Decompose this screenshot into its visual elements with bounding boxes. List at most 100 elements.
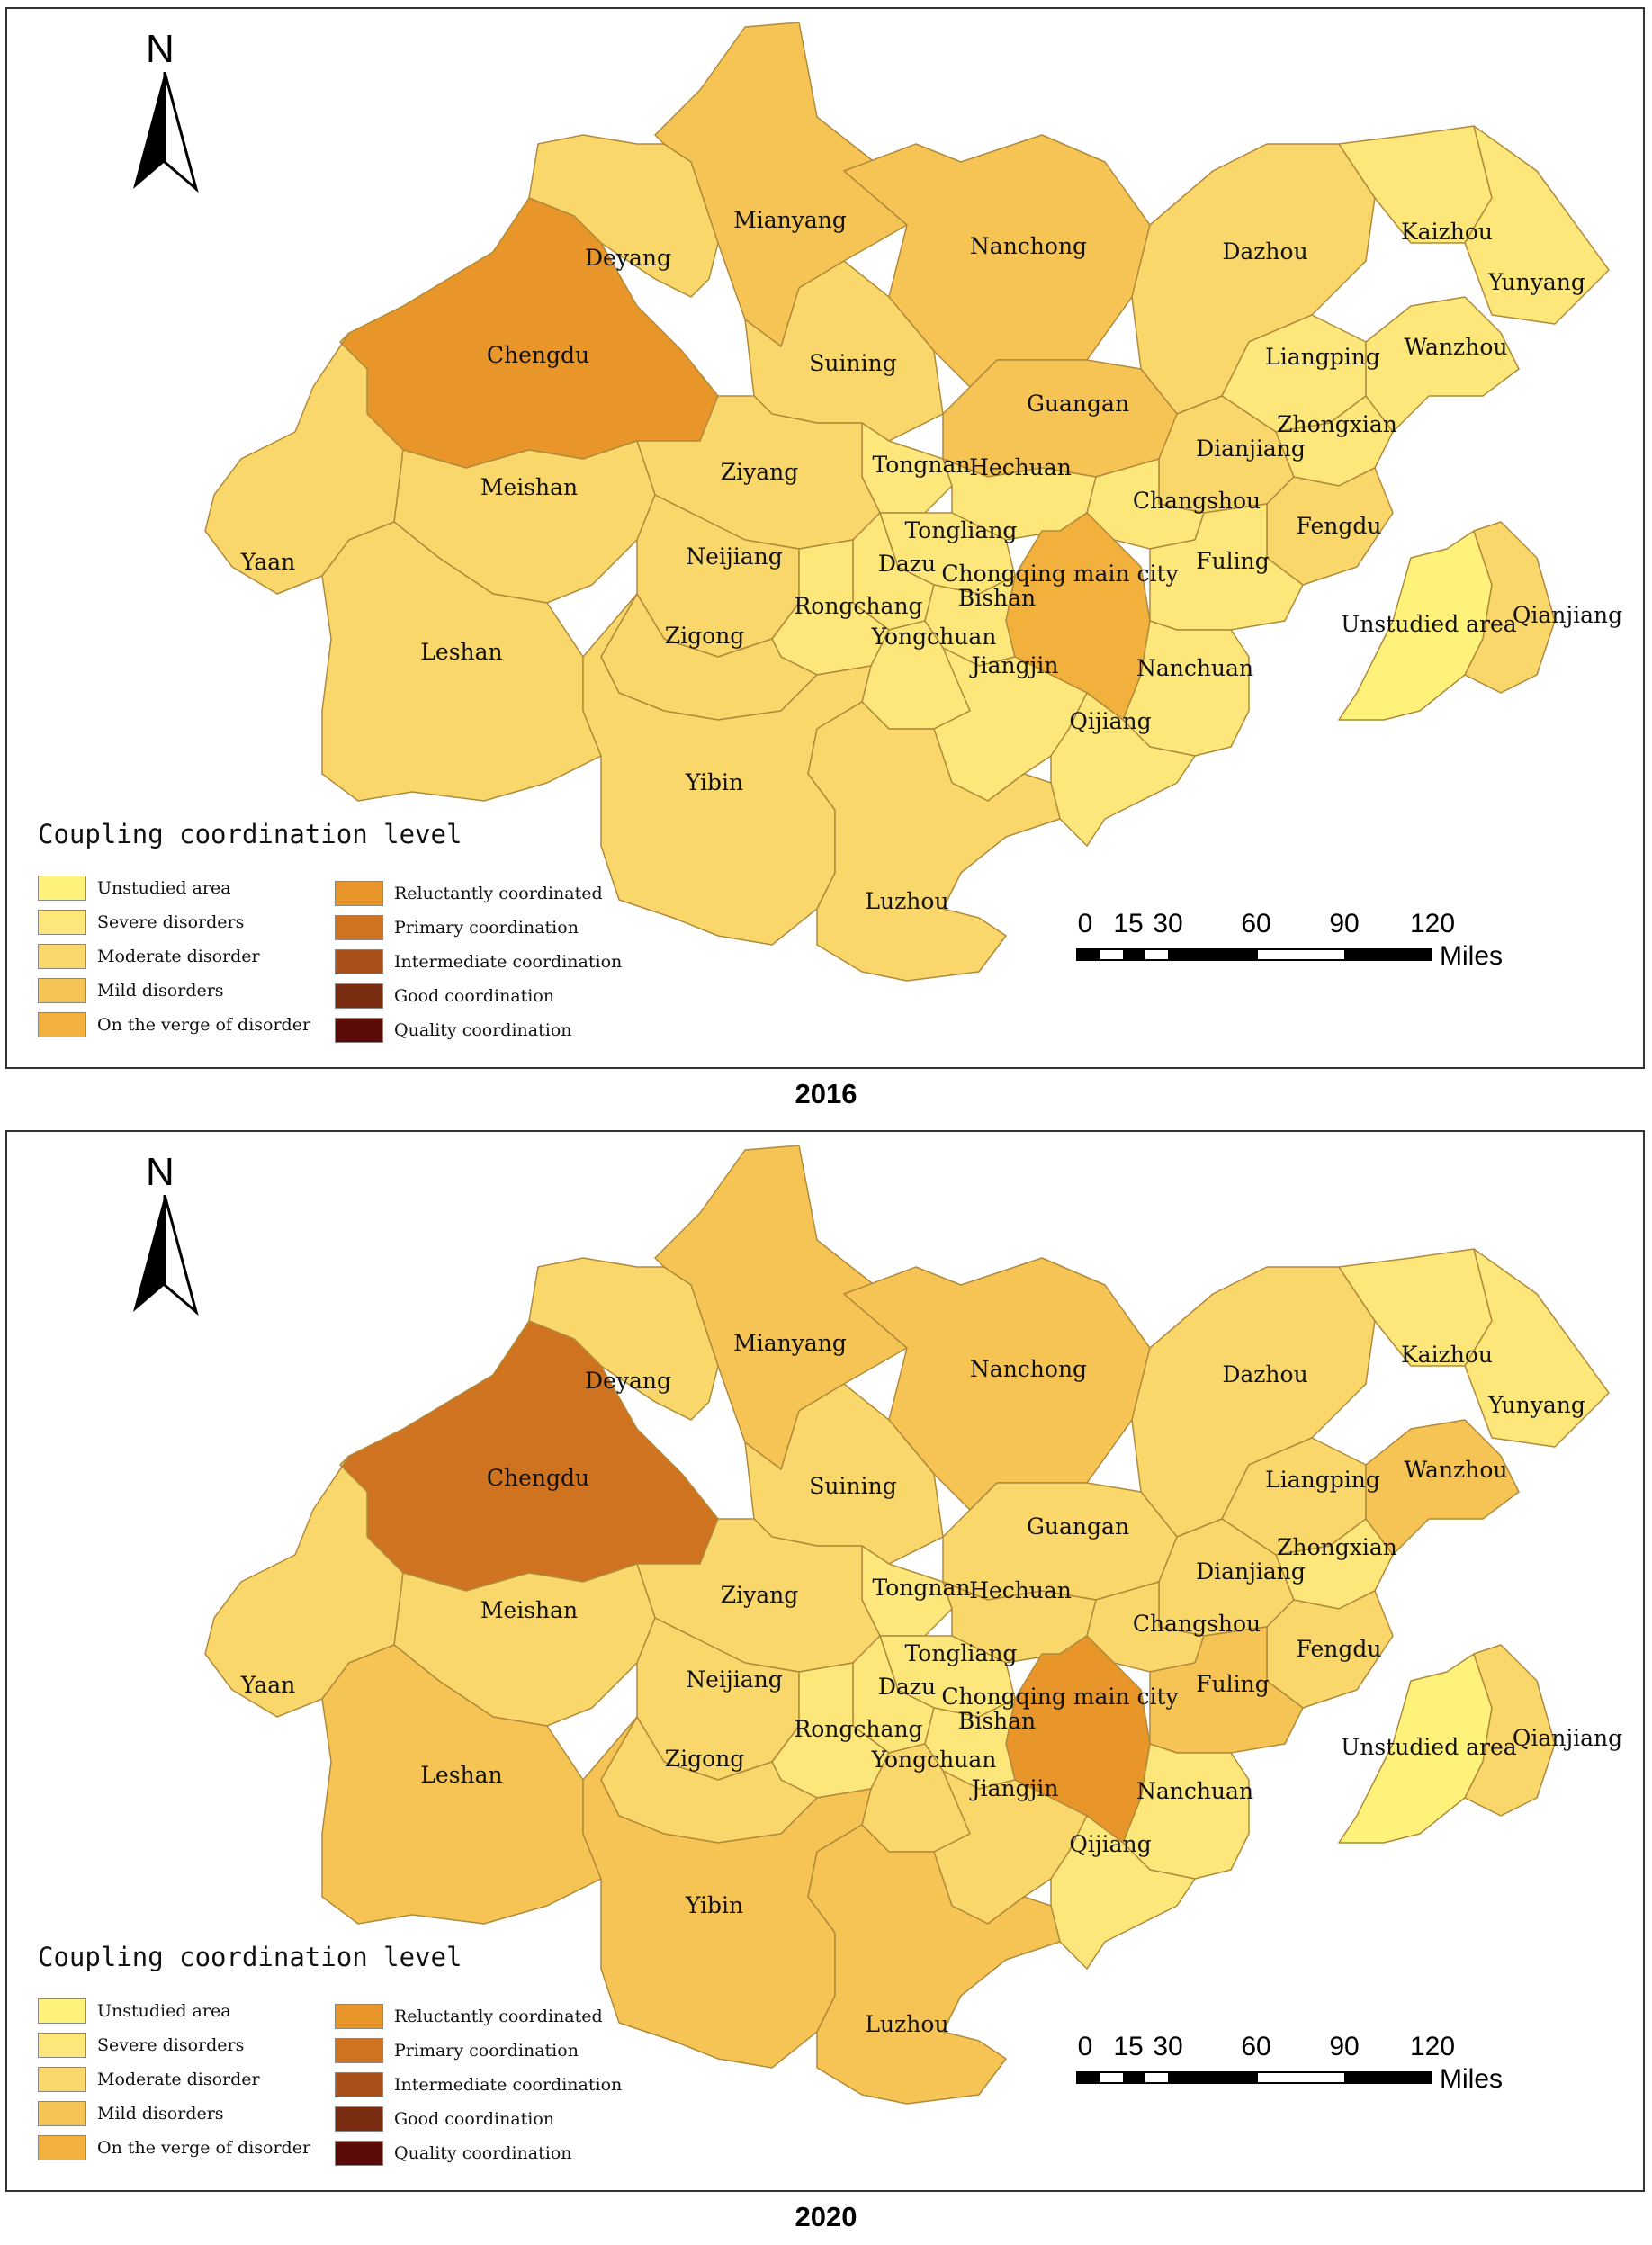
region-yaan bbox=[204, 332, 404, 595]
region-label-yunyang: Yunyang bbox=[1487, 1392, 1585, 1418]
region-label-unstudied: Unstudied area bbox=[1341, 1734, 1517, 1760]
scale-tick-label: 60 bbox=[1241, 909, 1271, 938]
region-label-changshou: Changshou bbox=[1133, 488, 1261, 514]
legend-title: Coupling coordination level bbox=[38, 819, 462, 849]
region-label-kaizhou: Kaizhou bbox=[1401, 1342, 1493, 1368]
region-label-liangping: Liangping bbox=[1265, 1467, 1380, 1493]
region-label-fuling: Fuling bbox=[1196, 1671, 1270, 1697]
legend-swatch bbox=[335, 1018, 383, 1043]
region-label-chongqing: Chongqing main city bbox=[941, 1684, 1179, 1710]
region-label-wanzhou: Wanzhou bbox=[1405, 334, 1508, 360]
region-label-neijiang: Neijiang bbox=[686, 1666, 782, 1693]
legend-item: On the verge of disorder bbox=[38, 2133, 310, 2163]
legend-item: Reluctantly coordinated bbox=[335, 2001, 603, 2032]
region-label-zhongxian: Zhongxian bbox=[1277, 411, 1397, 437]
region-label-qianjiang: Qianjiang bbox=[1513, 602, 1622, 628]
region-label-fuling: Fuling bbox=[1196, 548, 1270, 574]
legend-item: Unstudied area bbox=[38, 873, 231, 903]
region-label-dazu: Dazu bbox=[878, 551, 936, 577]
scale-tick-label: 90 bbox=[1329, 2032, 1360, 2061]
region-label-meishan: Meishan bbox=[480, 1597, 578, 1623]
region-yunyang bbox=[1464, 125, 1610, 325]
region-label-changshou: Changshou bbox=[1133, 1611, 1261, 1637]
region-label-qijiang: Qijiang bbox=[1069, 708, 1151, 734]
region-label-neijiang: Neijiang bbox=[686, 543, 782, 570]
region-label-tongnan: Tongnan bbox=[873, 1575, 971, 1601]
legend-swatch bbox=[38, 1012, 86, 1037]
legend-item: Intermediate coordination bbox=[335, 2070, 622, 2100]
region-label-suining: Suining bbox=[809, 350, 896, 376]
region-label-yaan: Yaan bbox=[240, 549, 295, 575]
legend-item: Mild disorders bbox=[38, 975, 224, 1006]
scale-tick-label: 90 bbox=[1329, 909, 1360, 938]
scale-tick-label: 120 bbox=[1409, 909, 1456, 938]
legend-swatch bbox=[38, 2067, 86, 2092]
region-label-wanzhou: Wanzhou bbox=[1405, 1457, 1508, 1483]
legend-label: Unstudied area bbox=[97, 2001, 231, 2021]
region-label-dazhou: Dazhou bbox=[1222, 238, 1307, 265]
region-label-nanchong: Nanchong bbox=[970, 1356, 1087, 1382]
scale-tick-label: 30 bbox=[1153, 2032, 1183, 2061]
scale-bar-graphic bbox=[1076, 2071, 1432, 2084]
legend-swatch bbox=[38, 944, 86, 969]
year-caption: 2020 bbox=[795, 2201, 857, 2232]
region-label-kaizhou: Kaizhou bbox=[1401, 219, 1493, 245]
legend-label: Intermediate coordination bbox=[394, 2075, 623, 2095]
region-label-guangan: Guangan bbox=[1027, 1513, 1129, 1540]
region-label-fengdu: Fengdu bbox=[1297, 513, 1382, 539]
legend-swatch bbox=[335, 983, 383, 1009]
legend-item: Quality coordination bbox=[335, 2138, 572, 2169]
region-label-tongliang: Tongliang bbox=[905, 1640, 1018, 1666]
legend-item: Mild disorders bbox=[38, 2098, 224, 2129]
region-label-dazu: Dazu bbox=[878, 1674, 936, 1700]
legend-item: On the verge of disorder bbox=[38, 1010, 310, 1040]
north-arrow: N bbox=[124, 1150, 205, 1316]
region-label-fengdu: Fengdu bbox=[1297, 1636, 1382, 1662]
region-label-zigong: Zigong bbox=[665, 1746, 745, 1772]
north-arrow: N bbox=[124, 27, 205, 193]
legend-item: Primary coordination bbox=[335, 912, 579, 943]
scale-tick-label: 60 bbox=[1241, 2032, 1271, 2061]
scale-tick-label: 15 bbox=[1113, 909, 1144, 938]
legend-swatch bbox=[38, 978, 86, 1003]
legend-item: Moderate disorder bbox=[38, 941, 260, 972]
scale-tick-label: 15 bbox=[1113, 2032, 1144, 2061]
region-label-qianjiang: Qianjiang bbox=[1513, 1725, 1622, 1751]
region-label-leshan: Leshan bbox=[420, 1762, 502, 1788]
legend-swatch bbox=[335, 2141, 383, 2166]
legend-label: Severe disorders bbox=[97, 2035, 245, 2055]
scale-unit: Miles bbox=[1440, 941, 1504, 971]
region-label-deyang: Deyang bbox=[585, 245, 671, 271]
region-qianjiang bbox=[1464, 1644, 1556, 1817]
legend-item: Good coordination bbox=[335, 981, 554, 1011]
region-label-mianyang: Mianyang bbox=[733, 1330, 847, 1356]
region-label-nanchuan: Nanchuan bbox=[1136, 1778, 1253, 1804]
map-panel-2020: Mianyang Nanchong Dazhou Kaizhou Yunyang Deya… bbox=[5, 1130, 1645, 2192]
legend-swatch bbox=[38, 1998, 86, 2024]
legend-label: Moderate disorder bbox=[97, 947, 260, 966]
region-label-mianyang: Mianyang bbox=[733, 207, 847, 233]
region-label-yibin: Yibin bbox=[685, 1892, 743, 1918]
region-yaan bbox=[204, 1455, 404, 1718]
region-label-suining: Suining bbox=[809, 1473, 896, 1499]
region-label-tongliang: Tongliang bbox=[905, 517, 1018, 543]
legend-item: Primary coordination bbox=[335, 2035, 579, 2066]
region-label-guangan: Guangan bbox=[1027, 391, 1129, 417]
region-label-ziyang: Ziyang bbox=[721, 1582, 799, 1608]
region-label-hechuan: Hechuan bbox=[969, 454, 1072, 480]
legend-swatch bbox=[335, 949, 383, 974]
region-label-leshan: Leshan bbox=[420, 639, 502, 665]
region-label-zhongxian: Zhongxian bbox=[1277, 1534, 1397, 1560]
legend-label: On the verge of disorder bbox=[97, 1015, 311, 1035]
region-labels: Mianyang Nanchong Dazhou Kaizhou Yunyang Deya… bbox=[240, 1330, 1622, 2037]
region-label-deyang: Deyang bbox=[585, 1368, 671, 1394]
legend-item: Good coordination bbox=[335, 2104, 554, 2134]
scale-tick-label: 0 bbox=[1077, 2032, 1093, 2061]
scale-unit: Miles bbox=[1440, 2064, 1504, 2094]
scale-bar-graphic bbox=[1076, 948, 1432, 961]
region-label-rongchang: Rongchang bbox=[794, 593, 922, 619]
legend-label: Mild disorders bbox=[97, 981, 224, 1001]
region-label-yibin: Yibin bbox=[685, 769, 743, 795]
legend-swatch bbox=[335, 2106, 383, 2132]
legend-swatch bbox=[335, 2072, 383, 2097]
